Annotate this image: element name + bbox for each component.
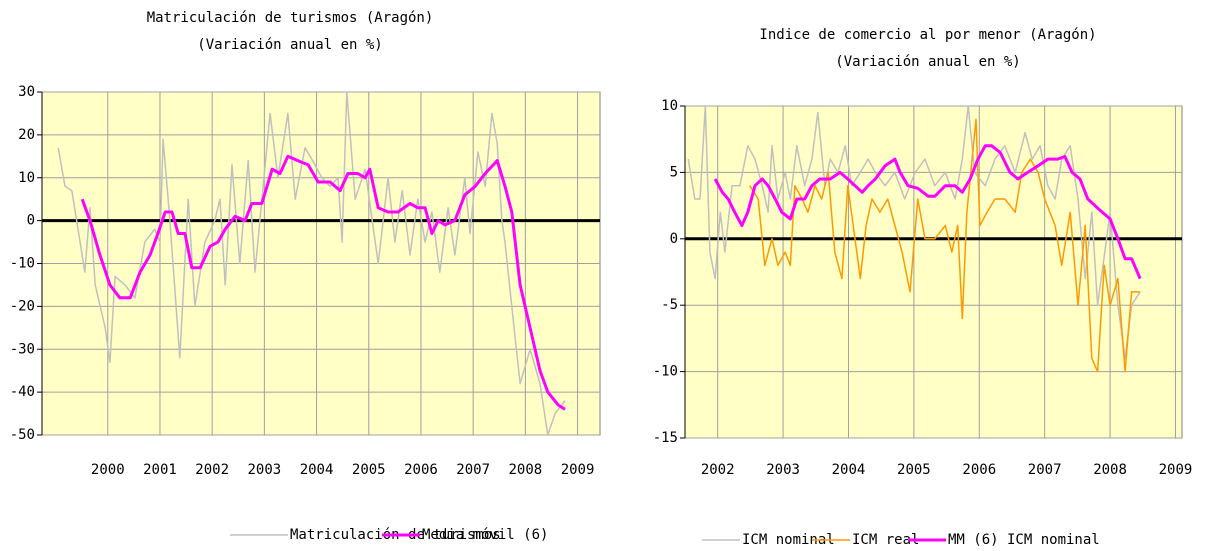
series-line (713, 144, 1142, 280)
y-tick-label: -40 (10, 384, 35, 400)
x-tick-label: 2003 (766, 462, 800, 478)
x-tick-label: 2003 (248, 462, 282, 478)
chart-title: Indice de comercio al por menor (Aragón) (759, 27, 1096, 43)
chart-title: Matriculación de turismos (Aragón) (147, 10, 434, 26)
y-tick-label: -30 (10, 341, 35, 357)
x-tick-label: 2005 (897, 462, 931, 478)
x-tick-label: 2009 (1159, 462, 1193, 478)
legend-label: Media móvil (6) (422, 527, 548, 543)
x-tick-label: 2004 (300, 462, 334, 478)
series-line (57, 91, 566, 436)
y-tick-label: -10 (10, 256, 35, 272)
x-tick-label: 2005 (352, 462, 386, 478)
y-tick-label: 0 (27, 213, 35, 229)
chart-subtitle: (Variación anual en %) (197, 37, 382, 53)
y-tick-label: -50 (10, 427, 35, 443)
legend-label: MM (6) ICM nominal (948, 532, 1100, 548)
y-tick-label: 30 (18, 84, 35, 100)
series-line (687, 105, 1141, 360)
y-tick-label: -15 (653, 430, 678, 446)
x-tick-label: 2002 (701, 462, 735, 478)
plot-area (684, 105, 1183, 439)
x-tick-label: 2004 (832, 462, 866, 478)
y-tick-label: 0 (670, 231, 678, 247)
y-tick-label: -5 (661, 297, 678, 313)
x-tick-label: 2002 (195, 462, 229, 478)
x-tick-label: 2006 (404, 462, 438, 478)
series-line (80, 154, 566, 411)
legend-label: ICM real (852, 532, 919, 548)
y-tick-label: 10 (18, 170, 35, 186)
x-tick-label: 2006 (962, 462, 996, 478)
y-tick-label: -20 (10, 298, 35, 314)
x-tick-label: 2007 (456, 462, 490, 478)
x-tick-label: 2008 (508, 462, 542, 478)
y-tick-label: 20 (18, 127, 35, 143)
x-tick-label: 2000 (91, 462, 125, 478)
chart-subtitle: (Variación anual en %) (835, 54, 1020, 70)
y-tick-label: 5 (670, 164, 678, 180)
legend-label: ICM nominal (742, 532, 835, 548)
x-tick-label: 2008 (1093, 462, 1127, 478)
series-line (749, 118, 1141, 373)
y-tick-label: 10 (661, 98, 678, 114)
x-tick-label: 2007 (1028, 462, 1062, 478)
x-tick-label: 2009 (561, 462, 595, 478)
y-tick-label: -10 (653, 364, 678, 380)
x-tick-label: 2001 (143, 462, 177, 478)
